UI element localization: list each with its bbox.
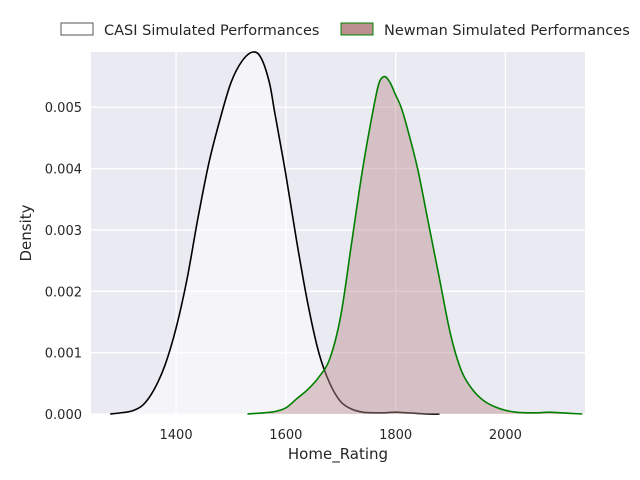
density-line-newman — [247, 75, 583, 415]
y-tick-label: 0.005 — [45, 101, 82, 116]
legend-swatch-casi — [60, 22, 94, 36]
y-tick-label: 0.004 — [45, 163, 82, 178]
density-area-casi — [110, 51, 440, 415]
y-tick-label: 0.001 — [45, 347, 82, 362]
y-axis-label: Density — [17, 204, 35, 261]
density-line-casi — [110, 51, 440, 415]
legend-label-casi: CASI Simulated Performances — [104, 23, 319, 39]
y-tick-label: 0.003 — [45, 224, 82, 239]
density-area-newman — [247, 76, 583, 414]
x-axis-label: Home_Rating — [288, 445, 388, 464]
legend-label-newman: Newman Simulated Performances — [384, 23, 630, 39]
x-tick-label: 1600 — [269, 428, 302, 443]
y-tick-label: 0.000 — [45, 408, 82, 423]
legend-swatch-newman — [340, 22, 374, 36]
y-tick-label: 0.002 — [45, 285, 82, 300]
tick-labels: 1400 1600 1800 2000 0.000 0.001 0.002 0.003 0.00… — [45, 101, 522, 443]
legend: CASI Simulated Performances Newman Simul… — [60, 22, 630, 39]
x-tick-label: 2000 — [489, 428, 522, 443]
series-layer — [110, 51, 583, 415]
x-tick-label: 1800 — [379, 428, 412, 443]
x-tick-label: 1400 — [160, 428, 193, 443]
